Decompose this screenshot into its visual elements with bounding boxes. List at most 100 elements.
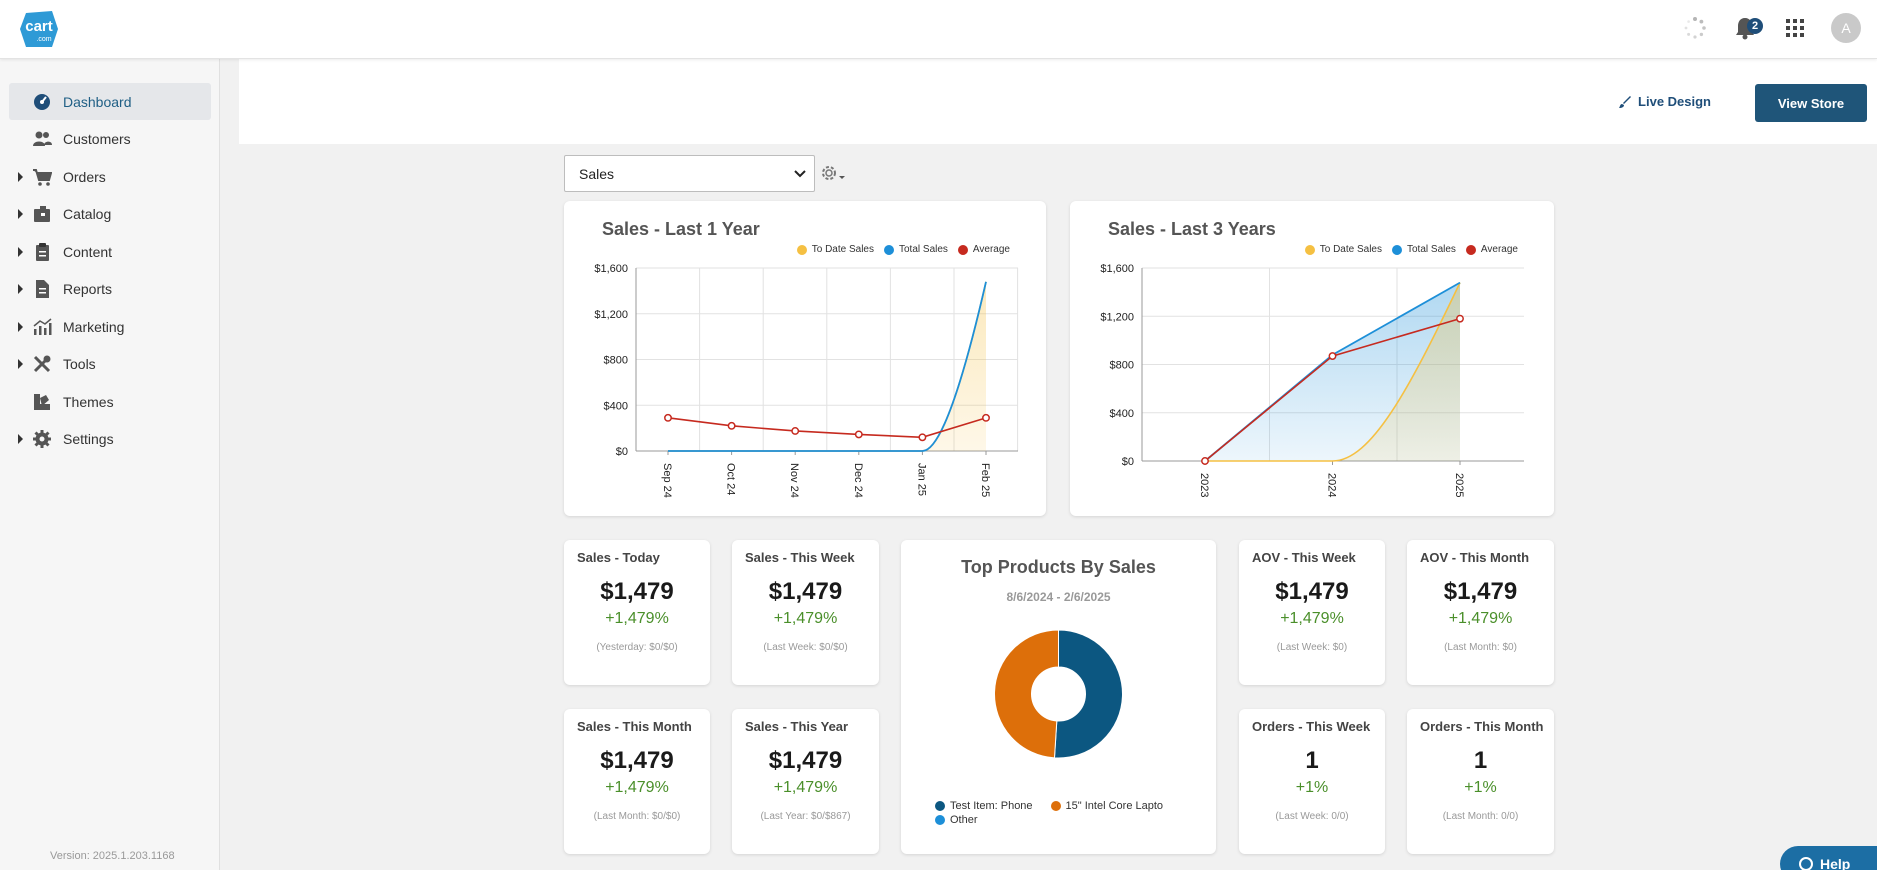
stat-change: +1,479% xyxy=(773,610,838,627)
sales-this-month-card: Sales - This Month $1,479 +1,479% (Last … xyxy=(564,709,710,854)
sidebar-item-label: Content xyxy=(63,243,113,260)
stat-value: $1,479 xyxy=(1275,578,1349,605)
stat-comparison: (Last Week: $0) xyxy=(1276,642,1348,653)
live-design-label: Live Design xyxy=(1638,94,1711,109)
x-tick-label: Dec 24 xyxy=(852,463,864,498)
aov-this-month-card: AOV - This Month $1,479 +1,479% (Last Mo… xyxy=(1407,540,1554,685)
average-point xyxy=(1328,352,1337,361)
legend-item-total[interactable]: Total Sales xyxy=(884,244,948,255)
dashboard-icon xyxy=(31,92,53,112)
sales-today-card: Sales - Today $1,479 +1,479% (Yesterday:… xyxy=(564,540,710,685)
help-button[interactable]: Help xyxy=(1780,846,1877,870)
sidebar-item-content[interactable]: Content xyxy=(9,233,211,270)
stat-comparison: (Last Week: $0/$0) xyxy=(763,642,848,653)
legend-dot xyxy=(884,244,894,255)
stat-title: AOV - This Month xyxy=(1420,550,1530,565)
sales-last-3-years-card: Sales - Last 3 Years To Date Sales Total… xyxy=(1070,201,1554,516)
notifications-button[interactable]: 2 xyxy=(1731,14,1763,42)
stat-change: +1% xyxy=(1464,779,1497,796)
live-design-link[interactable]: Live Design xyxy=(1618,94,1711,109)
average-point xyxy=(664,413,672,422)
sidebar-item-tools[interactable]: Tools xyxy=(9,346,211,383)
legend-item-to-date[interactable]: To Date Sales xyxy=(796,244,874,255)
legend-item-other[interactable]: Other xyxy=(935,814,978,826)
stat-title: Orders - This Week xyxy=(1252,719,1371,734)
x-tick-label: Feb 25 xyxy=(979,463,991,497)
expand-arrow-icon[interactable] xyxy=(18,209,23,219)
user-avatar[interactable]: A xyxy=(1831,13,1861,43)
top-bar: cart .com 2 xyxy=(0,0,1877,59)
y-tick-label: $400 xyxy=(1110,408,1134,420)
sidebar-item-marketing[interactable]: Marketing xyxy=(9,308,211,345)
legend-dot xyxy=(935,815,945,825)
total-sales-line xyxy=(668,281,987,452)
chart-icon xyxy=(31,317,53,337)
chart-legend: To Date Sales Total Sales Average xyxy=(1304,244,1518,255)
sales-1-year-chart: $0 $400 $800 $1,200 $1,600 Sep 24 Oct 24 Nov 24… xyxy=(594,263,1019,498)
users-icon xyxy=(31,129,53,149)
date-range: 8/6/2024 - 2/6/2025 xyxy=(1006,590,1111,604)
clipboard-icon xyxy=(31,242,53,262)
x-tick-label: Sep 24 xyxy=(661,463,673,498)
stat-value: $1,479 xyxy=(600,578,674,605)
legend-label: To Date Sales xyxy=(811,244,874,255)
apps-grid-button[interactable] xyxy=(1781,14,1809,42)
legend-item-average[interactable]: Average xyxy=(957,244,1010,255)
legend-label: Test Item: Phone xyxy=(950,800,1033,812)
stat-title: Sales - This Month xyxy=(577,719,692,734)
chart-title: Sales - Last 1 Year xyxy=(602,219,760,239)
expand-arrow-icon[interactable] xyxy=(18,246,23,257)
x-tick-label: 2024 xyxy=(1326,473,1338,497)
sidebar-nav: Dashboard Customers Orders Catalog Content Re… xyxy=(9,83,211,458)
expand-arrow-icon[interactable] xyxy=(18,434,23,444)
legend-dot xyxy=(1050,801,1061,811)
sidebar-item-label: Settings xyxy=(63,431,114,447)
average-point xyxy=(1201,457,1209,465)
stat-change: +1,479% xyxy=(605,779,669,796)
y-tick-label: $400 xyxy=(604,400,628,412)
notification-count-badge: 2 xyxy=(1747,18,1763,34)
donut-legend: Test Item: Phone 15" Intel Core Lapto Ot… xyxy=(935,799,1195,827)
stat-comparison: (Last Year: $0/$867) xyxy=(760,811,851,822)
stat-change: +1% xyxy=(1295,779,1329,796)
sidebar-item-label: Customers xyxy=(63,131,131,147)
top-products-title: Top Products By Sales xyxy=(961,557,1156,577)
sidebar: Dashboard Customers Orders Catalog Content Re… xyxy=(0,59,220,870)
legend-item-total[interactable]: Total Sales xyxy=(1392,244,1456,255)
expand-arrow-icon[interactable] xyxy=(18,171,23,182)
sidebar-item-reports[interactable]: Reports xyxy=(9,271,211,308)
view-store-button[interactable]: View Store xyxy=(1755,84,1867,122)
legend-item-to-date[interactable]: To Date Sales xyxy=(1304,244,1382,255)
sidebar-item-catalog[interactable]: Catalog xyxy=(9,196,211,233)
legend-label: To Date Sales xyxy=(1319,244,1382,255)
sidebar-item-customers[interactable]: Customers xyxy=(9,121,211,158)
dashboard-settings-button[interactable] xyxy=(820,162,850,186)
sidebar-item-settings[interactable]: Settings xyxy=(9,421,211,458)
logo-subtext: .com xyxy=(36,36,51,43)
legend-item-phone[interactable]: Test Item: Phone xyxy=(935,800,1033,812)
average-point xyxy=(918,433,927,442)
grid-icon xyxy=(1786,19,1804,37)
legend-dot xyxy=(957,244,968,255)
y-tick-label: $1,600 xyxy=(594,263,628,275)
chart-title: Sales - Last 3 Years xyxy=(1108,219,1276,239)
sidebar-item-themes[interactable]: Themes xyxy=(9,383,211,420)
gear-icon xyxy=(822,166,845,180)
legend-item-average[interactable]: Average xyxy=(1465,244,1518,255)
average-point xyxy=(791,427,800,435)
sidebar-item-orders[interactable]: Orders xyxy=(9,158,211,195)
stat-comparison: (Last Month: 0/0) xyxy=(1442,811,1519,822)
x-tick-label: Jan 25 xyxy=(915,463,927,496)
expand-arrow-icon[interactable] xyxy=(18,321,23,332)
dashboard-view-select[interactable]: Sales xyxy=(564,155,815,192)
stat-change: +1,479% xyxy=(1280,610,1344,627)
expand-arrow-icon[interactable] xyxy=(18,359,23,369)
sidebar-item-dashboard[interactable]: Dashboard xyxy=(9,83,211,120)
legend-item-laptop[interactable]: 15" Intel Core Lapto xyxy=(1050,800,1163,812)
chevron-down-icon xyxy=(794,170,806,178)
chart-legend: To Date Sales Total Sales Average xyxy=(796,244,1010,255)
legend-label: Other xyxy=(950,814,978,826)
cart-logo[interactable]: cart .com xyxy=(18,9,60,49)
legend-dot xyxy=(796,244,807,255)
expand-arrow-icon[interactable] xyxy=(18,284,23,294)
